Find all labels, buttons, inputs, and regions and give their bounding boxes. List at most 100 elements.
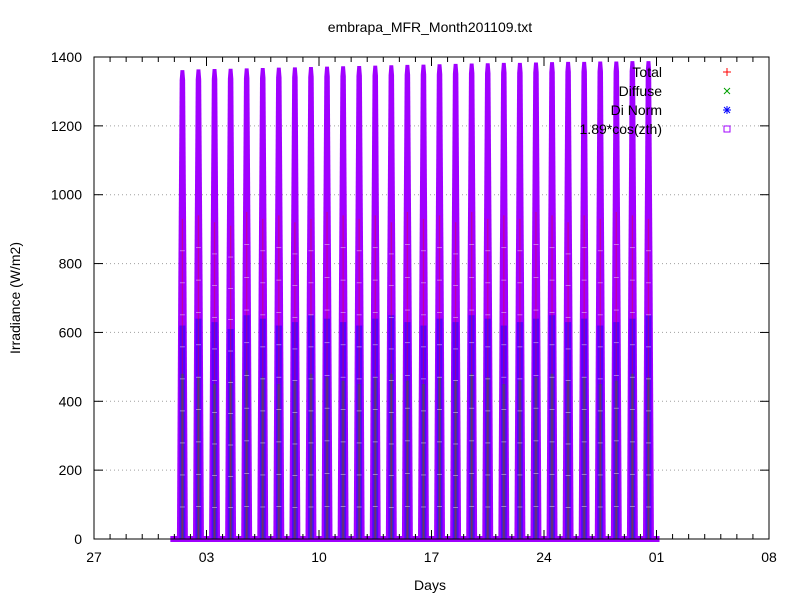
diffuse-day-points xyxy=(293,380,297,539)
di-norm-day-points xyxy=(629,318,636,539)
di-norm-day-points xyxy=(227,328,234,539)
cos-zth-day-envelope xyxy=(578,61,590,539)
di-norm-day-points xyxy=(468,315,475,539)
y-tick-label: 0 xyxy=(74,531,82,547)
cos-zth-day-envelope xyxy=(482,63,494,539)
diffuse-day-points xyxy=(582,377,586,539)
diffuse-day-points xyxy=(405,380,409,539)
cos-zth-day-envelope xyxy=(450,63,462,540)
plot-area xyxy=(170,61,660,542)
cos-zth-day-envelope xyxy=(289,67,301,539)
legend-label-0: Total xyxy=(632,64,662,80)
cos-zth-day-envelope xyxy=(626,61,638,539)
diffuse-day-points xyxy=(438,377,442,539)
cos-zth-day-envelope xyxy=(643,61,654,539)
diffuse-day-points xyxy=(454,380,458,539)
di-norm-day-points xyxy=(243,315,250,539)
y-tick-label: 1200 xyxy=(51,118,82,134)
diffuse-day-points xyxy=(518,380,522,539)
y-tick-label: 200 xyxy=(59,462,83,478)
cos-zth-day-envelope xyxy=(209,69,220,540)
di-norm-day-points xyxy=(388,315,395,539)
x-tick-label: 10 xyxy=(311,549,327,565)
diffuse-day-points xyxy=(277,384,281,539)
diffuse-day-points xyxy=(566,380,570,539)
diffuse-day-points xyxy=(534,377,538,539)
cos-zth-day-envelope xyxy=(594,61,606,540)
chart-title: embrapa_MFR_Month201109.txt xyxy=(328,19,533,35)
legend-marker-box xyxy=(723,125,731,133)
cos-zth-day-envelope xyxy=(562,61,574,539)
di-norm-day-points xyxy=(195,318,202,539)
cos-zth-day-envelope xyxy=(385,65,397,540)
y-axis-label: Irradiance (W/m2) xyxy=(7,242,23,354)
di-norm-day-points xyxy=(500,325,507,539)
diffuse-day-points xyxy=(309,373,313,539)
cos-zth-day-envelope xyxy=(305,66,317,539)
diffuse-day-points xyxy=(341,380,345,539)
cos-zth-day-envelope xyxy=(257,68,269,539)
legend-marker-star xyxy=(723,106,731,114)
di-norm-day-points xyxy=(404,322,411,539)
x-tick-label: 27 xyxy=(86,549,102,565)
diffuse-day-points xyxy=(261,377,265,539)
cos-zth-day-envelope xyxy=(514,62,526,540)
x-tick-label: 01 xyxy=(649,549,665,565)
di-norm-day-points xyxy=(372,318,379,539)
di-norm-day-points xyxy=(436,318,443,539)
x-tick-label: 24 xyxy=(536,549,552,565)
cos-zth-day-envelope xyxy=(418,64,429,540)
diffuse-day-points xyxy=(389,373,393,539)
di-norm-day-points xyxy=(324,318,331,539)
di-norm-day-points xyxy=(581,318,588,539)
legend-label-1: Diffuse xyxy=(619,83,663,99)
y-tick-label: 1400 xyxy=(51,49,82,65)
di-norm-day-points xyxy=(356,325,363,539)
legend: Total Diffuse Di Norm 1.89*cos(zth) xyxy=(580,64,731,137)
cos-zth-day-envelope xyxy=(434,64,445,539)
diffuse-day-points xyxy=(357,384,361,539)
cos-zth-day-envelope xyxy=(353,65,365,540)
cos-zth-day-envelope xyxy=(321,66,333,539)
cos-zth-day-envelope xyxy=(546,62,558,540)
di-norm-day-points xyxy=(179,325,186,539)
x-tick-label: 17 xyxy=(424,549,440,565)
y-tick-label: 400 xyxy=(59,393,83,409)
legend-label-2: Di Norm xyxy=(611,102,662,118)
diffuse-day-points xyxy=(325,377,329,539)
di-norm-day-points xyxy=(549,315,556,539)
di-norm-day-points xyxy=(452,322,459,539)
di-norm-day-points xyxy=(291,322,298,539)
x-tick-label: 03 xyxy=(199,549,215,565)
cos-zth-day-envelope xyxy=(498,62,510,540)
cos-zth-day-envelope xyxy=(530,62,542,539)
cos-zth-day-envelope xyxy=(176,70,188,539)
y-tick-label: 600 xyxy=(59,324,83,340)
diffuse-day-points xyxy=(486,377,490,539)
di-norm-day-points xyxy=(613,322,620,539)
x-tick-label: 08 xyxy=(761,549,777,565)
diffuse-day-points xyxy=(502,384,506,539)
di-norm-day-points xyxy=(597,325,604,539)
di-norm-day-points xyxy=(275,325,282,539)
diffuse-day-points xyxy=(646,377,650,539)
diffuse-day-points xyxy=(213,384,217,539)
cos-zth-day-envelope xyxy=(193,69,204,539)
diffuse-day-points xyxy=(229,380,233,539)
diffuse-day-points xyxy=(598,384,602,539)
axis-ticks: 0 200 400 600 800 1000 1200 1400 27 03 10 17 24 01 08 xyxy=(51,49,777,565)
legend-marker-plus xyxy=(723,68,731,76)
cos-zth-day-envelope xyxy=(337,66,349,539)
grid xyxy=(94,125,769,471)
cos-zth-day-envelope xyxy=(225,68,237,539)
di-norm-day-points xyxy=(532,318,539,539)
diffuse-day-points xyxy=(373,377,377,539)
di-norm-day-points xyxy=(259,318,266,539)
diffuse-day-points xyxy=(630,373,634,539)
cos-zth-day-envelope xyxy=(401,64,413,539)
di-norm-day-points xyxy=(516,322,523,539)
x-axis-label: Days xyxy=(414,577,446,593)
di-norm-day-points xyxy=(307,315,314,539)
